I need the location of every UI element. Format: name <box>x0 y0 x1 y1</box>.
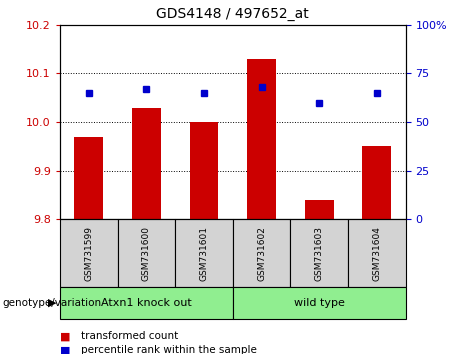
Text: GSM731604: GSM731604 <box>372 225 381 281</box>
Text: ■: ■ <box>60 346 71 354</box>
Bar <box>189 122 219 219</box>
Bar <box>362 147 391 219</box>
Text: wild type: wild type <box>294 298 345 308</box>
Text: GSM731603: GSM731603 <box>315 225 324 281</box>
Bar <box>60 219 118 287</box>
Bar <box>348 219 406 287</box>
Bar <box>60 287 233 319</box>
Bar <box>247 59 276 219</box>
Text: transformed count: transformed count <box>81 331 178 341</box>
Text: percentile rank within the sample: percentile rank within the sample <box>81 346 257 354</box>
Bar <box>118 219 175 287</box>
Bar <box>175 219 233 287</box>
Text: ▶: ▶ <box>48 298 57 308</box>
Bar <box>233 287 406 319</box>
Text: GSM731601: GSM731601 <box>200 225 208 281</box>
Title: GDS4148 / 497652_at: GDS4148 / 497652_at <box>156 7 309 21</box>
Text: ■: ■ <box>60 331 71 341</box>
Text: Atxn1 knock out: Atxn1 knock out <box>101 298 192 308</box>
Text: GSM731599: GSM731599 <box>84 225 93 281</box>
Text: GSM731602: GSM731602 <box>257 225 266 281</box>
Bar <box>290 219 348 287</box>
Text: genotype/variation: genotype/variation <box>2 298 101 308</box>
Bar <box>74 137 103 219</box>
Bar <box>132 108 161 219</box>
Bar <box>305 200 334 219</box>
Bar <box>233 219 290 287</box>
Text: GSM731600: GSM731600 <box>142 225 151 281</box>
